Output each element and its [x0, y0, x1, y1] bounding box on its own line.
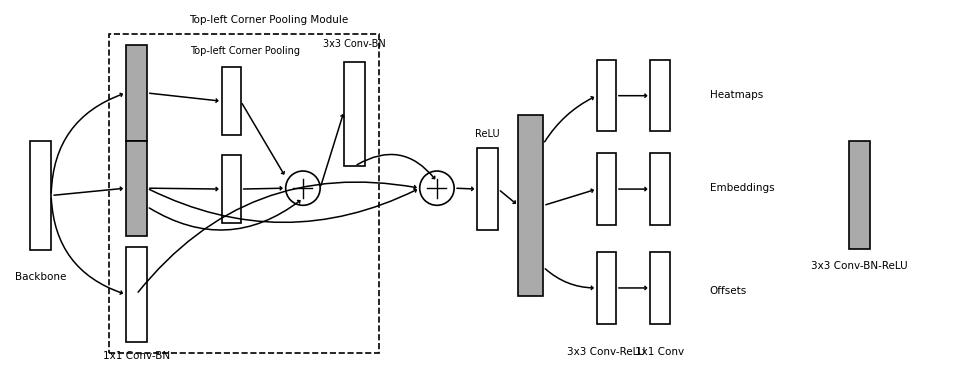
Text: 3x3 Conv-ReLU: 3x3 Conv-ReLU: [567, 348, 645, 358]
Text: 3x3 Conv-BN-ReLU: 3x3 Conv-BN-ReLU: [811, 261, 907, 272]
Text: 1x1 Conv: 1x1 Conv: [636, 348, 684, 358]
Text: 3x3 Conv-BN: 3x3 Conv-BN: [324, 39, 386, 49]
Bar: [597, 154, 616, 225]
Text: Heatmaps: Heatmaps: [709, 90, 763, 100]
Text: Embeddings: Embeddings: [709, 183, 775, 193]
Bar: [518, 115, 543, 296]
Bar: [108, 34, 379, 353]
Bar: [597, 60, 616, 131]
Bar: [650, 154, 669, 225]
Bar: [222, 67, 241, 135]
Bar: [344, 62, 365, 166]
Text: Top-left Corner Pooling: Top-left Corner Pooling: [190, 46, 300, 56]
Bar: [126, 45, 147, 141]
Text: Offsets: Offsets: [709, 286, 747, 296]
Text: ReLU: ReLU: [475, 129, 500, 139]
Text: 1x1 Conv-BN: 1x1 Conv-BN: [103, 351, 170, 361]
Text: Top-left Corner Pooling Module: Top-left Corner Pooling Module: [189, 15, 348, 25]
Bar: [650, 60, 669, 131]
Bar: [477, 148, 498, 230]
Bar: [30, 141, 51, 251]
Bar: [222, 155, 241, 223]
Text: Backbone: Backbone: [15, 272, 66, 282]
Bar: [126, 247, 147, 342]
Bar: [126, 141, 147, 236]
Bar: [597, 252, 616, 324]
Bar: [650, 252, 669, 324]
Bar: [849, 141, 870, 249]
